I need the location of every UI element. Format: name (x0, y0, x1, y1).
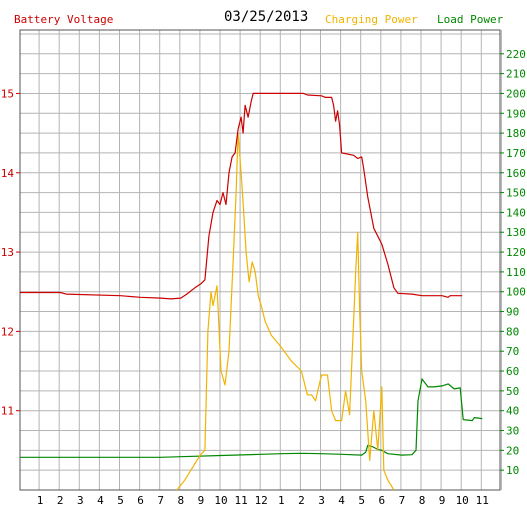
x-tick-label: 4 (97, 494, 104, 507)
plot-frame (19, 29, 501, 491)
x-tick-label: 10 (456, 494, 469, 507)
x-tick-label: 5 (117, 494, 124, 507)
chart-date-title: 03/25/2013 (224, 9, 309, 25)
x-tick-label: 9 (198, 494, 205, 507)
x-tick-label: 12 (255, 494, 268, 507)
y-right-tick-label: 50 (506, 385, 519, 398)
x-tick-label: 11 (234, 494, 247, 507)
x-tick-label: 7 (399, 494, 406, 507)
x-tick-label: 3 (77, 494, 84, 507)
y-right-tick-label: 20 (506, 444, 519, 457)
y-right-tick-label: 30 (506, 425, 519, 438)
x-tick-label: 11 (476, 494, 489, 507)
y-right-tick-label: 60 (506, 365, 519, 378)
y-right-tick-label: 200 (506, 87, 526, 100)
y-left-tick-label: 14 (1, 167, 15, 180)
y-right-tick-label: 70 (506, 345, 519, 358)
x-tick-label: 2 (57, 494, 64, 507)
series-load-power (20, 378, 483, 458)
x-tick-label: 2 (298, 494, 305, 507)
legend-battery-voltage: Battery Voltage (14, 13, 114, 26)
y-right-tick-label: 110 (506, 266, 526, 279)
x-tick-label: 6 (137, 494, 144, 507)
x-tick-label: 8 (177, 494, 184, 507)
y-right-tick-label: 180 (506, 127, 526, 140)
y-right-tick-label: 210 (506, 68, 526, 81)
x-tick-label: 8 (419, 494, 426, 507)
x-tick-label: 10 (214, 494, 227, 507)
y-right-tick-label: 90 (506, 306, 519, 319)
y-right-tick-label: 130 (506, 226, 526, 239)
x-tick-label: 5 (358, 494, 365, 507)
legend-load-power: Load Power (437, 13, 504, 26)
x-tick-label: 7 (157, 494, 164, 507)
y-left-tick-label: 15 (1, 87, 14, 100)
series-battery-voltage (20, 92, 463, 300)
x-tick-label: 1 (37, 494, 44, 507)
y-right-tick-label: 120 (506, 246, 526, 259)
y-left-tick-label: 11 (1, 405, 14, 418)
legend-charging-power: Charging Power (325, 13, 418, 26)
y-right-tick-label: 100 (506, 286, 526, 299)
y-right-tick-label: 170 (506, 147, 526, 160)
y-right-tick-label: 80 (506, 325, 519, 338)
y-right-tick-label: 10 (506, 464, 519, 477)
y-right-tick-label: 190 (506, 107, 526, 120)
y-right-tick-label: 40 (506, 405, 519, 418)
y-left-tick-label: 12 (1, 325, 14, 338)
y-right-tick-label: 150 (506, 187, 526, 200)
x-tick-label: 9 (439, 494, 446, 507)
x-tick-label: 4 (338, 494, 345, 507)
x-tick-label: 3 (318, 494, 325, 507)
x-tick-label: 1 (278, 494, 285, 507)
y-right-tick-label: 160 (506, 167, 526, 180)
y-right-tick-label: 220 (506, 48, 526, 61)
x-tick-label: 6 (378, 494, 385, 507)
y-right-tick-label: 140 (506, 206, 526, 219)
y-left-tick-label: 13 (1, 246, 14, 259)
series-charging-power (176, 132, 395, 490)
